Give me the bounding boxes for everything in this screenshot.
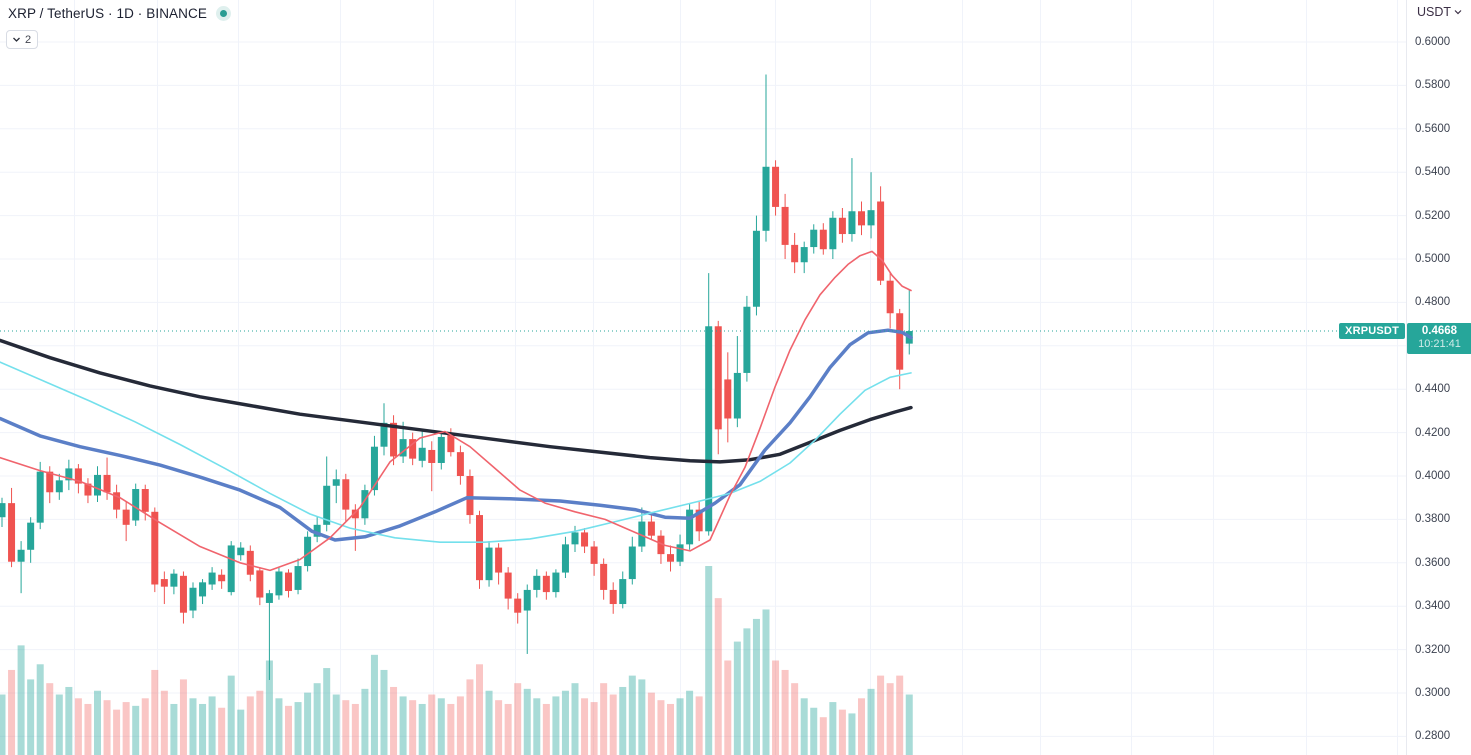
collapsed-indicator-count: 2 (25, 33, 32, 46)
price-tick-label: 0.3000 (1415, 687, 1451, 699)
symbol-legend[interactable]: XRP / TetherUS · 1D · BINANCE (8, 6, 231, 21)
price-scale[interactable]: USDT 0.6000 0.5800 0.5600 0.5400 0.5200 0.500… (1406, 0, 1471, 755)
currency-selector[interactable]: USDT (1407, 5, 1471, 19)
price-tick-label: 0.4000 (1415, 470, 1451, 482)
price-tick-label: 0.3400 (1415, 600, 1451, 613)
chevron-down-icon (1454, 10, 1462, 15)
price-tick-label: 0.4200 (1415, 426, 1451, 439)
price-tick-label: 0.5600 (1415, 122, 1451, 135)
price-tick-label: 0.3600 (1415, 556, 1451, 569)
price-tick-label: 0.2800 (1415, 730, 1451, 743)
last-price-badge[interactable]: 0.4668 10:21:41 (1407, 322, 1471, 354)
price-tick-label: 0.4400 (1415, 383, 1451, 396)
symbol-price-label-text: XRPUSDT (1345, 325, 1399, 338)
currency-label: USDT (1416, 5, 1452, 19)
market-status-icon[interactable] (215, 6, 231, 21)
chevron-down-icon (13, 37, 20, 42)
price-tick-label: 0.4800 (1415, 296, 1451, 309)
last-price-value: 0.4668 (1421, 324, 1458, 337)
price-tick-label: 0.5800 (1415, 79, 1451, 92)
price-tick-label: 0.3200 (1415, 643, 1451, 656)
symbol-title[interactable]: XRP / TetherUS · 1D · BINANCE (8, 6, 207, 21)
price-tick-label: 0.5000 (1415, 253, 1451, 265)
price-tick-label: 0.5200 (1415, 209, 1451, 222)
bar-countdown: 10:21:41 (1418, 337, 1461, 350)
indicators-collapse-button[interactable]: 2 (6, 30, 39, 49)
price-tick-label: 0.5400 (1415, 166, 1451, 179)
price-tick-label: 0.3800 (1415, 513, 1451, 526)
price-tick-label: 0.6000 (1415, 36, 1451, 48)
symbol-price-label[interactable]: XRPUSDT (1339, 323, 1405, 340)
